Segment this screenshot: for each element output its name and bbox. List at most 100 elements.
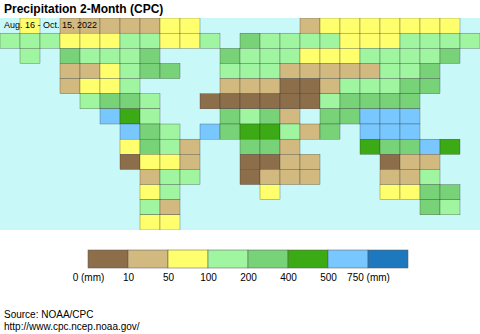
cell <box>120 109 140 124</box>
cell <box>300 154 320 169</box>
cell <box>260 139 280 154</box>
colorbar-tick: 50 <box>163 268 175 283</box>
cell <box>360 109 380 124</box>
cell <box>240 79 260 94</box>
colorbar-tick: 400 <box>280 268 297 283</box>
cell <box>420 139 440 154</box>
cell <box>160 154 180 169</box>
cell <box>360 48 380 63</box>
colorbar-axis: 0 (mm)1050100200400500750 (mm) <box>73 268 390 283</box>
cell <box>320 63 340 78</box>
cell <box>320 79 340 94</box>
cell <box>420 33 440 48</box>
tick-label: 750 (mm) <box>347 272 390 283</box>
cell <box>100 79 120 94</box>
cell <box>180 169 200 184</box>
tick-label: 10 <box>123 272 135 283</box>
colorbar-tick: 100 <box>200 268 217 283</box>
colorbar-tick: 10 <box>123 268 135 283</box>
colorbar-swatch <box>128 250 168 268</box>
cell <box>120 18 140 33</box>
cell <box>420 48 440 63</box>
cell <box>240 33 260 48</box>
cell <box>380 154 400 169</box>
cell <box>280 124 300 139</box>
tick-label: 200 <box>240 272 257 283</box>
cell <box>440 48 460 63</box>
cell <box>160 124 180 139</box>
cell <box>300 33 320 48</box>
cell <box>380 169 400 184</box>
cell <box>340 33 360 48</box>
cell <box>320 124 340 139</box>
cell <box>60 63 80 78</box>
cell <box>0 33 20 48</box>
cell <box>140 200 160 215</box>
cell <box>260 48 280 63</box>
cell <box>120 124 140 139</box>
colorbar <box>88 250 408 268</box>
cell <box>240 63 260 78</box>
cell <box>100 33 120 48</box>
cell <box>80 94 100 109</box>
cell <box>100 109 120 124</box>
cell <box>140 124 160 139</box>
cell <box>120 154 140 169</box>
cell <box>360 33 380 48</box>
cell <box>160 185 180 200</box>
cell <box>140 18 160 33</box>
cell <box>400 63 420 78</box>
cell <box>420 154 440 169</box>
cell <box>240 169 260 184</box>
cell <box>160 215 180 230</box>
cell <box>400 48 420 63</box>
ocean <box>0 18 480 230</box>
cell <box>260 124 280 139</box>
cell <box>260 33 280 48</box>
cell <box>440 200 460 215</box>
cell <box>360 94 380 109</box>
colorbar-swatch <box>208 250 248 268</box>
title: Precipitation 2-Month (CPC) <box>4 2 163 16</box>
cell <box>420 63 440 78</box>
cell <box>320 48 340 63</box>
cell <box>180 18 200 33</box>
cell <box>420 185 440 200</box>
cell <box>100 48 120 63</box>
cell <box>400 185 420 200</box>
cell <box>120 139 140 154</box>
cell <box>380 79 400 94</box>
colorbar-tick: 750 (mm) <box>347 268 390 283</box>
cell <box>300 18 320 33</box>
cell <box>280 48 300 63</box>
cell <box>220 124 240 139</box>
cell <box>300 124 320 139</box>
cell <box>400 79 420 94</box>
cell <box>240 109 260 124</box>
cell <box>140 63 160 78</box>
cell <box>280 139 300 154</box>
cell <box>100 18 120 33</box>
cell <box>220 79 240 94</box>
cell <box>140 215 160 230</box>
cell <box>220 63 240 78</box>
cell <box>340 94 360 109</box>
cell <box>120 63 140 78</box>
cell <box>140 109 160 124</box>
cell <box>420 18 440 33</box>
cell <box>240 124 260 139</box>
cell <box>240 139 260 154</box>
subtitle: Aug. 16 - Oct. 15, 2022 <box>4 20 97 30</box>
cell <box>300 79 320 94</box>
cell <box>340 18 360 33</box>
cell <box>20 48 40 63</box>
cell <box>40 33 60 48</box>
cell <box>60 33 80 48</box>
cell <box>120 79 140 94</box>
cell <box>280 63 300 78</box>
cell <box>140 94 160 109</box>
cell <box>80 63 100 78</box>
figure: Precipitation 2-Month (CPC) Aug. 16 - Oct… <box>0 0 480 334</box>
colorbar-swatch <box>288 250 328 268</box>
cell <box>80 33 100 48</box>
